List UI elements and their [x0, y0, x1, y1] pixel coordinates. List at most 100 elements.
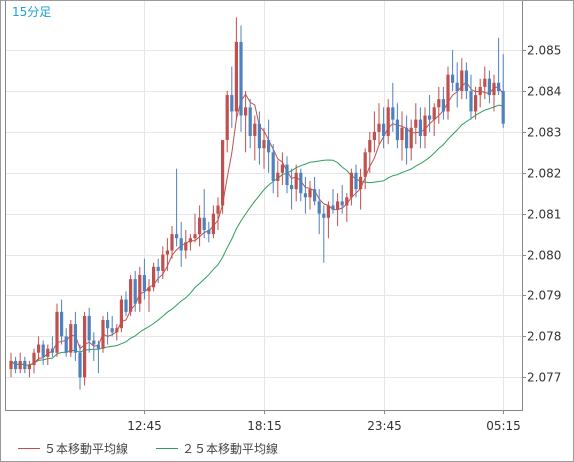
candle-body: [340, 201, 344, 206]
candle-body: [446, 74, 450, 112]
candle-body: [382, 123, 386, 136]
candle: [487, 70, 491, 104]
candle: [216, 197, 220, 231]
candle-body: [455, 82, 459, 91]
candle: [87, 307, 91, 353]
candle: [50, 336, 54, 357]
candle-body: [262, 140, 266, 149]
candle-body: [322, 213, 326, 218]
candle-body: [115, 328, 119, 333]
y-axis-ticks: 2.077 2.078 2.079 2.080 2.081 2.082 2.083 2.084…: [522, 44, 561, 385]
candle: [299, 168, 303, 202]
candle-body: [129, 279, 133, 312]
candle-body: [46, 348, 50, 357]
candle-body: [50, 348, 54, 353]
candle: [382, 107, 386, 149]
candle-body: [354, 172, 358, 190]
candle-body: [170, 234, 174, 251]
candle-body: [216, 205, 220, 214]
candle: [161, 246, 165, 280]
candle: [478, 78, 482, 108]
candle: [451, 50, 455, 91]
candle: [432, 103, 436, 136]
candle: [9, 352, 13, 378]
candle: [405, 115, 409, 165]
candle-body: [23, 360, 27, 370]
candle: [32, 348, 36, 374]
candle-body: [317, 201, 321, 214]
candle-body: [138, 275, 142, 304]
candle: [115, 324, 119, 341]
x-tick-label: 12:45: [127, 419, 162, 433]
candle: [18, 352, 22, 374]
candle-body: [386, 107, 390, 136]
candle: [129, 275, 133, 316]
candle: [27, 360, 31, 378]
ma-line: [10, 104, 504, 366]
candle-body: [299, 172, 303, 194]
candle-body: [179, 238, 183, 251]
legend: ５本移動平均線 ２５本移動平均線: [18, 441, 278, 456]
candle-body: [147, 287, 151, 292]
candle-body: [331, 205, 335, 210]
candle: [198, 205, 202, 247]
candle-body: [96, 344, 100, 349]
candle: [175, 168, 179, 247]
candle-body: [336, 201, 340, 210]
candle-body: [230, 95, 234, 112]
candle-body: [239, 41, 243, 116]
candle-body: [395, 119, 399, 141]
candle-body: [308, 189, 312, 198]
candle: [428, 95, 432, 132]
candle: [147, 279, 151, 312]
candle-body: [244, 107, 248, 116]
candle: [469, 74, 473, 120]
candle: [138, 266, 142, 312]
candle-body: [69, 324, 73, 353]
candle-body: [501, 90, 505, 124]
candle-body: [9, 360, 13, 370]
candle: [262, 127, 266, 169]
candle-body: [221, 140, 225, 206]
candle-body: [372, 131, 376, 141]
candle: [165, 238, 169, 271]
candle: [207, 221, 211, 243]
candle: [446, 66, 450, 120]
candle: [474, 86, 478, 120]
candle-body: [207, 230, 211, 235]
candle: [285, 156, 289, 194]
y-tick-label: 2.081: [527, 208, 561, 222]
candle-body: [165, 250, 169, 255]
candle: [441, 86, 445, 120]
candle-body: [188, 238, 192, 243]
candle-body: [487, 78, 491, 96]
candle-body: [290, 185, 294, 190]
candle-body: [405, 127, 409, 149]
candle-body: [18, 360, 22, 370]
candle: [257, 111, 261, 165]
candle: [377, 103, 381, 145]
candle-body: [497, 82, 501, 91]
candle: [225, 90, 229, 153]
timeframe-label: 15分足: [12, 5, 51, 19]
candle-body: [428, 115, 432, 120]
candle: [359, 168, 363, 210]
candle-body: [276, 172, 280, 181]
candle-body: [211, 213, 215, 235]
candle-body: [267, 140, 271, 153]
candle-body: [414, 119, 418, 128]
candle-body: [41, 344, 45, 357]
y-tick-label: 2.084: [527, 85, 561, 99]
candle-body: [253, 123, 257, 136]
candle-body: [400, 127, 404, 141]
candle: [336, 193, 340, 226]
candle: [41, 340, 45, 366]
candle: [271, 144, 275, 194]
candle: [414, 103, 418, 145]
candle-body: [110, 328, 114, 333]
candle-body: [432, 107, 436, 120]
y-tick-label: 2.085: [527, 44, 561, 58]
candle-body: [474, 95, 478, 112]
legend-item: ２５本移動平均線: [156, 441, 278, 456]
